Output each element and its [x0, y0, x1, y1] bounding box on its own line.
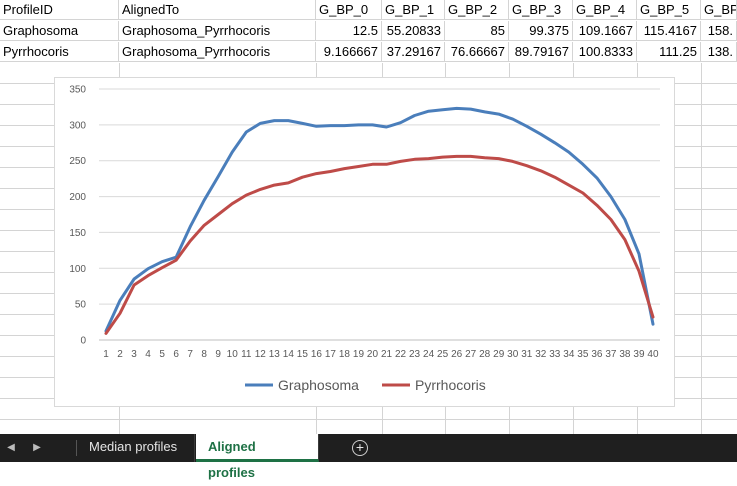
x-tick-label: 25	[437, 349, 449, 360]
x-tick-label: 23	[409, 349, 421, 360]
x-tick-label: 32	[535, 349, 547, 360]
tab-separator	[76, 440, 77, 456]
x-tick-label: 3	[131, 349, 137, 360]
x-tick-label: 21	[381, 349, 393, 360]
x-tick-label: 11	[241, 349, 252, 360]
x-tick-label: 2	[117, 349, 123, 360]
cell-value[interactable]: 158.	[701, 21, 737, 41]
cell-value[interactable]: 89.79167	[509, 42, 573, 62]
cell-value[interactable]: 9.166667	[316, 42, 382, 62]
x-tick-label: 19	[353, 349, 365, 360]
header-cell[interactable]: G_BP	[701, 0, 737, 20]
series-line-pyrrhocoris	[104, 154, 655, 335]
cell-aligned-to[interactable]: Graphosoma_Pyrrhocoris	[119, 42, 316, 62]
header-cell[interactable]: G_BP_4	[573, 0, 637, 20]
y-tick-label: 50	[75, 300, 87, 311]
x-tick-label: 31	[521, 349, 533, 360]
header-cell[interactable]: ProfileID	[0, 0, 119, 20]
x-tick-label: 30	[507, 349, 519, 360]
cell-value[interactable]: 85	[445, 21, 509, 41]
y-tick-label: 250	[69, 156, 86, 167]
x-tick-label: 22	[395, 349, 407, 360]
line-chart[interactable]: 0 50 100 150 200 250 300 350 1 2 3 4 5 6 7 8 9 10 11 12 13 14…	[54, 77, 675, 407]
header-cell[interactable]: AlignedTo	[119, 0, 316, 20]
x-tick-label: 5	[159, 349, 165, 360]
header-cell[interactable]: G_BP_5	[637, 0, 701, 20]
cell-value[interactable]: 76.66667	[445, 42, 509, 62]
x-tick-label: 10	[227, 349, 239, 360]
add-sheet-icon[interactable]: +	[352, 440, 368, 456]
cell-value[interactable]: 37.29167	[382, 42, 445, 62]
x-tick-label: 4	[145, 349, 151, 360]
x-tick-label: 26	[451, 349, 463, 360]
cell-value[interactable]: 109.1667	[573, 21, 637, 41]
x-tick-label: 9	[215, 349, 221, 360]
x-tick-label: 15	[297, 349, 309, 360]
x-tick-label: 7	[187, 349, 193, 360]
x-tick-label: 35	[577, 349, 589, 360]
y-tick-label: 0	[80, 336, 86, 347]
x-tick-label: 36	[591, 349, 603, 360]
header-cell[interactable]: G_BP_2	[445, 0, 509, 20]
tab-scroll-right-icon[interactable]: ▶	[33, 442, 41, 453]
cell-aligned-to[interactable]: Graphosoma_Pyrrhocoris	[119, 21, 316, 41]
series-line-graphosoma	[104, 106, 655, 333]
x-tick-label: 8	[201, 349, 207, 360]
header-cell[interactable]: G_BP_3	[509, 0, 573, 20]
cell-value[interactable]: 111.25	[637, 42, 701, 62]
sheet-header-row: ProfileID AlignedTo G_BP_0 G_BP_1 G_BP_2…	[0, 0, 737, 21]
cell-value[interactable]: 12.5	[316, 21, 382, 41]
table-row: Pyrrhocoris Graphosoma_Pyrrhocoris 9.166…	[0, 42, 737, 63]
x-tick-label: 12	[255, 349, 267, 360]
y-tick-label: 350	[69, 85, 86, 96]
x-tick-label: 1	[103, 349, 109, 360]
tab-aligned-profiles[interactable]: Aligned profiles	[196, 434, 319, 480]
cell-value[interactable]: 100.8333	[573, 42, 637, 62]
cell-profile-id[interactable]: Pyrrhocoris	[0, 42, 119, 62]
cell-value[interactable]: 55.20833	[382, 21, 445, 41]
x-tick-label: 27	[465, 349, 477, 360]
cell-value[interactable]: 115.4167	[637, 21, 701, 41]
x-tick-label: 6	[173, 349, 179, 360]
x-tick-label: 39	[633, 349, 645, 360]
grid-divider	[701, 63, 702, 434]
x-tick-label: 18	[339, 349, 351, 360]
x-tick-label: 29	[493, 349, 505, 360]
cell-profile-id[interactable]: Graphosoma	[0, 21, 119, 41]
x-tick-label: 37	[605, 349, 617, 360]
x-tick-label: 33	[549, 349, 561, 360]
x-tick-label: 14	[283, 349, 295, 360]
x-tick-label: 17	[325, 349, 337, 360]
y-tick-label: 150	[69, 228, 86, 239]
cell-value[interactable]: 138.	[701, 42, 737, 62]
legend-label: Graphosoma	[278, 377, 359, 393]
y-tick-label: 200	[69, 192, 86, 203]
y-tick-label: 300	[69, 120, 86, 131]
x-tick-label: 40	[647, 349, 659, 360]
x-tick-label: 38	[619, 349, 631, 360]
legend-label: Pyrrhocoris	[415, 377, 486, 393]
x-tick-label: 34	[563, 349, 575, 360]
x-tick-label: 24	[423, 349, 435, 360]
x-tick-label: 28	[479, 349, 491, 360]
table-row: Graphosoma Graphosoma_Pyrrhocoris 12.5 5…	[0, 21, 737, 42]
cell-value[interactable]: 99.375	[509, 21, 573, 41]
grid-divider	[0, 419, 737, 420]
x-tick-label: 13	[269, 349, 281, 360]
x-tick-label: 20	[367, 349, 379, 360]
tab-scroll-left-icon[interactable]: ◀	[7, 442, 15, 453]
sheet-tab-bar: ◀ ▶ Median profiles Aligned profiles +	[0, 434, 737, 480]
header-cell[interactable]: G_BP_1	[382, 0, 445, 20]
tab-median-profiles[interactable]: Median profiles	[77, 434, 195, 462]
x-tick-label: 16	[311, 349, 323, 360]
y-tick-label: 100	[69, 264, 86, 275]
header-cell[interactable]: G_BP_0	[316, 0, 382, 20]
